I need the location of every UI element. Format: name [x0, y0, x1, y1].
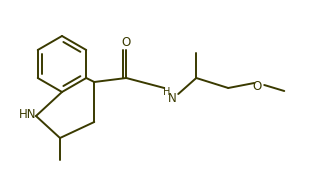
Text: H: H: [162, 87, 170, 97]
Text: O: O: [252, 79, 262, 92]
Text: O: O: [121, 36, 131, 49]
Text: N: N: [168, 92, 176, 105]
Text: HN: HN: [19, 108, 37, 121]
